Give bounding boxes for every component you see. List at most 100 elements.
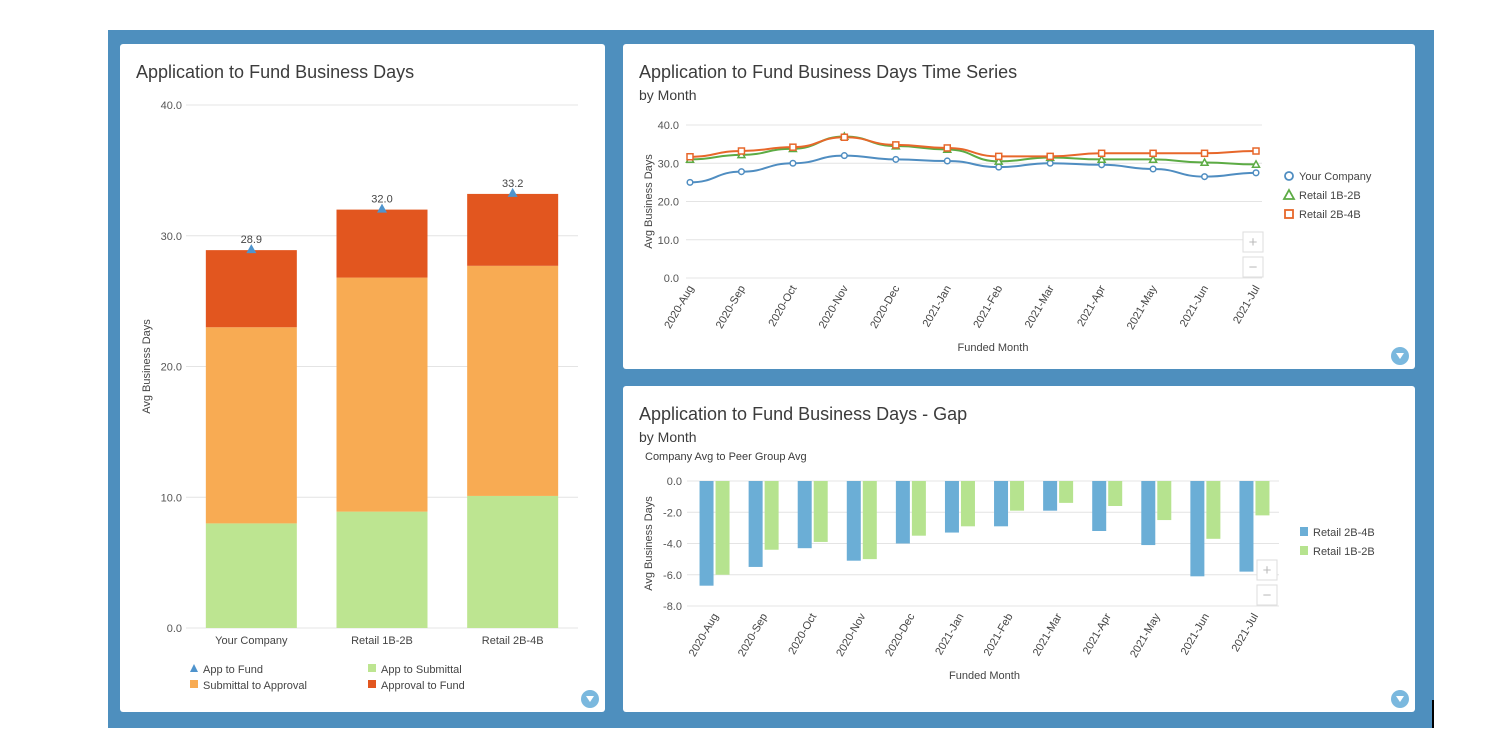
- data-point: [737, 168, 746, 176]
- x-tick-label: 2021-Jun: [1179, 612, 1212, 658]
- filter-icon[interactable]: [581, 690, 599, 708]
- data-point: [1252, 147, 1260, 155]
- bar-segment: [205, 523, 297, 628]
- x-tick-label: 2021-Apr: [1081, 611, 1114, 656]
- zoom-in-button: [1242, 231, 1264, 253]
- x-tick-label: 2020-Sep: [714, 284, 748, 331]
- data-point: [1199, 157, 1210, 167]
- gap-bar: [994, 481, 1009, 527]
- gap-bar: [1239, 481, 1254, 572]
- panel-subtitle: by Month: [639, 429, 697, 445]
- legend-label: Retail 1B-2B: [1313, 546, 1375, 558]
- y-tick-label: 30.0: [658, 158, 679, 170]
- legend-label: App to Submittal: [381, 664, 462, 676]
- legend-swatch: [1300, 527, 1308, 536]
- x-tick-label: 2020-Oct: [766, 284, 799, 329]
- y-tick-label: -6.0: [663, 570, 682, 582]
- zoom-out-icon: −: [1249, 259, 1258, 276]
- gap-bar: [715, 481, 730, 575]
- series-line: [689, 135, 1257, 166]
- series-line: [689, 154, 1257, 184]
- data-point: [1200, 149, 1209, 158]
- legend-marker: [1284, 171, 1294, 181]
- x-tick-label: 2020-Aug: [662, 284, 696, 331]
- data-point: [1149, 165, 1157, 173]
- zoom-in-icon: +: [1249, 234, 1258, 251]
- data-point: [1251, 159, 1261, 168]
- app-to-fund-marker: [507, 187, 518, 197]
- y-tick-label: -8.0: [663, 601, 682, 613]
- gap-bar: [1108, 481, 1123, 506]
- x-tick-label: 2021-Mar: [1023, 283, 1057, 330]
- divider: [1432, 700, 1434, 728]
- legend-marker: [190, 664, 198, 672]
- x-tick-label: 2020-Oct: [786, 612, 819, 657]
- filter-icon[interactable]: [1391, 347, 1409, 365]
- stacked-chart-panel: Application to Fund Business Days 0.0 10.…: [120, 44, 605, 712]
- legend-label: Submittal to Approval: [203, 680, 307, 692]
- legend-swatch: [1300, 546, 1308, 555]
- y-tick-label: 20.0: [658, 197, 679, 209]
- data-point: [840, 152, 848, 160]
- panel-title: Application to Fund Business Days: [136, 62, 415, 82]
- panel-title: Application to Fund Business Days - Gap: [639, 404, 968, 424]
- y-tick-label: -4.0: [663, 539, 682, 551]
- legend-label: Retail 2B-4B: [1299, 209, 1361, 221]
- data-point: [1046, 152, 1054, 161]
- gap-bar: [797, 481, 812, 549]
- gap-bar: [1092, 481, 1107, 531]
- gap-bar: [1043, 481, 1058, 511]
- x-tick-label: 2021-Jun: [1178, 284, 1211, 330]
- data-point: [737, 147, 746, 155]
- app-to-fund-marker: [246, 244, 257, 254]
- data-point: [1252, 169, 1260, 177]
- x-tick-label: Retail 1B-2B: [351, 635, 413, 647]
- data-point: [1046, 159, 1054, 167]
- gap-bar: [1190, 481, 1205, 577]
- data-point: [1096, 154, 1107, 163]
- data-point: [1097, 149, 1106, 158]
- gap-bar-chart: 0.0 -2.0 -4.0 -6.0 -8.0 Avg Business Days 2020…: [643, 476, 1375, 682]
- y-axis-label: Avg Business Days: [141, 319, 153, 414]
- data-point: [686, 178, 694, 186]
- zoom-out-icon: −: [1263, 587, 1272, 604]
- x-tick-label: 2020-Nov: [817, 283, 851, 331]
- y-tick-label: 10.0: [161, 492, 182, 504]
- y-axis-label: Avg Business Days: [643, 154, 655, 249]
- gap-bar: [748, 481, 763, 567]
- x-tick-label: Your Company: [215, 635, 288, 647]
- legend-swatch: [368, 680, 376, 688]
- y-tick-label: 10.0: [658, 235, 679, 247]
- filter-icon[interactable]: [1391, 690, 1409, 708]
- x-tick-label: Retail 2B-4B: [482, 635, 544, 647]
- x-tick-label: 2020-Dec: [868, 283, 902, 331]
- x-tick-label: 2021-May: [1128, 611, 1163, 660]
- data-label: 28.9: [241, 234, 262, 246]
- x-tick-label: 2020-Sep: [736, 612, 770, 659]
- gap-bar: [911, 481, 926, 536]
- y-tick-label: 40.0: [658, 120, 679, 132]
- gap-bar: [895, 481, 910, 544]
- data-point: [892, 155, 900, 163]
- x-tick-label: 2021-Mar: [1031, 611, 1065, 658]
- panel-title: Application to Fund Business Days Time S…: [639, 62, 1018, 82]
- gap-bar: [1255, 481, 1270, 516]
- x-tick-label: 2020-Dec: [883, 611, 917, 659]
- data-point: [993, 156, 1004, 165]
- bar-segment: [336, 209, 428, 278]
- legend-marker: [1284, 209, 1294, 219]
- data-point: [840, 133, 849, 141]
- legend-swatch: [190, 680, 198, 688]
- zoom-in-button: [1256, 559, 1278, 581]
- bar-segment: [467, 193, 559, 266]
- x-tick-label: 2021-Feb: [982, 612, 1016, 659]
- gap-bar: [846, 481, 861, 561]
- gap-bar: [1059, 481, 1074, 503]
- data-label: 33.2: [502, 178, 523, 190]
- y-axis-label: Avg Business Days: [643, 496, 655, 591]
- gap-bar: [699, 481, 714, 586]
- gap-bar: [1206, 481, 1221, 539]
- gap-bar: [1141, 481, 1156, 546]
- line-chart: 0.0 10.0 20.0 30.0 40.0 Avg Business Days 2020…: [643, 120, 1372, 354]
- x-tick-label: 2021-Jul: [1230, 612, 1261, 655]
